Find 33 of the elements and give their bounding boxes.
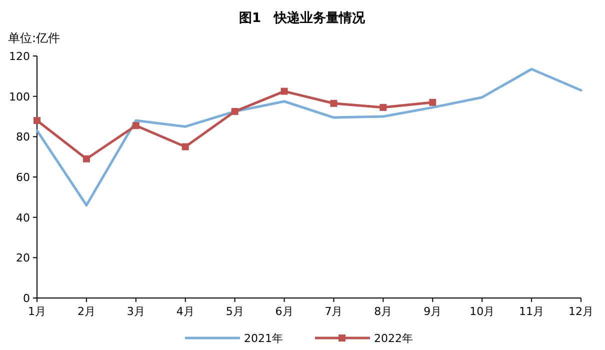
chart-title: 图1 快递业务量情况 bbox=[238, 10, 366, 26]
x-tick-label: 11月 bbox=[519, 305, 544, 318]
point bbox=[429, 98, 436, 106]
y-axis-title: 单位:亿件 bbox=[8, 31, 60, 45]
x-tick-label: 4月 bbox=[176, 305, 194, 318]
y-tick-label: 0 bbox=[23, 292, 30, 305]
x-tick-label: 8月 bbox=[374, 305, 392, 318]
x-tick-label: 1月 bbox=[28, 305, 46, 318]
line-series bbox=[36, 68, 582, 206]
x-tick-label: 5月 bbox=[226, 305, 244, 318]
legend-label: 2022年 bbox=[374, 332, 413, 345]
point bbox=[132, 122, 140, 130]
y-tick-label: 60 bbox=[16, 171, 30, 184]
x-tick-label: 10月 bbox=[470, 305, 495, 318]
point bbox=[82, 155, 90, 162]
x-tick-label: 9月 bbox=[424, 305, 442, 318]
x-tick-label: 7月 bbox=[324, 305, 343, 318]
y-tick-label: 100 bbox=[9, 90, 30, 104]
point bbox=[231, 108, 238, 115]
legend-label: 2021年 bbox=[244, 332, 283, 345]
y-tick-label: 40 bbox=[16, 211, 30, 224]
y-tick-label: 120 bbox=[9, 50, 30, 63]
point bbox=[280, 88, 288, 95]
x-tick-label: 12月 bbox=[568, 305, 594, 318]
point bbox=[34, 117, 40, 124]
point bbox=[182, 143, 189, 150]
x-tick-label: 6月 bbox=[275, 305, 294, 318]
point bbox=[380, 104, 387, 111]
y-tick-label: 80 bbox=[16, 130, 30, 144]
x-tick-label: 3月 bbox=[126, 305, 145, 318]
point bbox=[330, 100, 338, 107]
x-tick-label: 2月 bbox=[77, 305, 96, 318]
y-tick-label: 20 bbox=[16, 252, 30, 265]
